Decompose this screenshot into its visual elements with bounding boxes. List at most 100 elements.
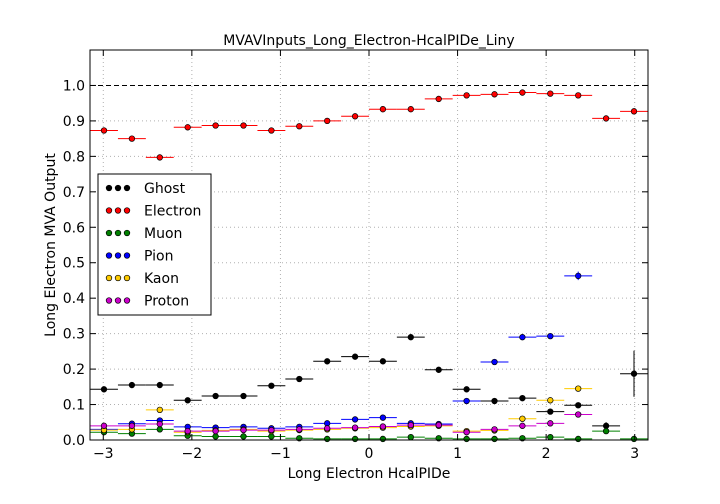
series-proton xyxy=(90,411,593,436)
y-tick-label: 0.8 xyxy=(63,149,85,165)
data-point xyxy=(156,426,163,433)
y-tick-label: 0.2 xyxy=(63,362,85,378)
data-point xyxy=(435,95,442,103)
y-tick-label: 0.4 xyxy=(63,291,85,307)
data-point xyxy=(324,435,331,443)
legend-marker xyxy=(105,252,113,259)
data-point xyxy=(519,89,526,96)
data-point xyxy=(519,395,526,402)
data-point xyxy=(324,358,331,365)
data-point xyxy=(407,434,414,441)
y-tick-label: 0.0 xyxy=(63,433,85,449)
series-electron xyxy=(90,89,648,161)
data-point xyxy=(351,435,359,443)
data-point xyxy=(630,108,638,115)
data-point xyxy=(296,426,303,433)
legend-marker xyxy=(105,274,113,282)
data-point xyxy=(100,127,108,134)
data-point xyxy=(100,422,108,429)
data-point xyxy=(463,429,470,436)
legend-marker xyxy=(114,274,122,282)
x-axis-label: Long Electron HcalPIDe xyxy=(288,466,451,482)
legend-label: Muon xyxy=(144,226,182,242)
data-point xyxy=(463,386,470,393)
data-point xyxy=(268,433,275,440)
y-tick-label: 0.5 xyxy=(63,256,85,272)
y-tick-label: 0.6 xyxy=(63,220,85,236)
data-point xyxy=(240,433,247,440)
legend-label: Kaon xyxy=(144,271,179,287)
data-point xyxy=(435,421,442,429)
y-tick-label: 0.1 xyxy=(63,398,85,414)
data-point xyxy=(379,358,387,365)
data-point xyxy=(212,427,219,435)
legend-marker xyxy=(105,207,113,214)
data-point xyxy=(184,427,191,435)
data-point xyxy=(128,381,136,389)
data-point xyxy=(212,392,219,400)
x-tick-label: 0 xyxy=(365,446,374,462)
data-point xyxy=(575,402,582,409)
legend-marker xyxy=(114,184,122,192)
data-point xyxy=(463,397,470,405)
data-point xyxy=(575,385,582,392)
data-point xyxy=(435,366,442,373)
data-point xyxy=(463,92,470,99)
legend-box xyxy=(97,173,212,316)
data-point xyxy=(184,397,191,404)
x-tick-label: −2 xyxy=(182,446,203,462)
data-point xyxy=(491,358,498,366)
legend-marker xyxy=(105,229,113,237)
legend-marker xyxy=(123,184,131,192)
data-point xyxy=(296,123,303,130)
y-tick-label: 1.0 xyxy=(63,78,85,94)
data-point xyxy=(240,426,247,434)
legend-marker xyxy=(123,274,131,282)
data-point xyxy=(547,420,554,427)
y-tick-label: 0.7 xyxy=(63,185,85,201)
x-tick-label: 1 xyxy=(453,446,462,462)
data-point xyxy=(630,435,638,443)
data-point xyxy=(491,435,498,443)
data-point xyxy=(575,411,582,418)
data-point xyxy=(324,425,331,432)
data-point xyxy=(491,397,498,405)
data-point xyxy=(324,117,331,125)
legend-marker xyxy=(105,184,113,192)
data-point xyxy=(491,91,498,98)
data-point xyxy=(156,154,163,161)
data-point xyxy=(100,386,108,393)
data-point xyxy=(547,397,554,404)
data-point xyxy=(547,408,554,415)
legend-marker xyxy=(123,207,131,214)
legend-marker xyxy=(123,229,131,237)
data-point xyxy=(379,423,387,430)
data-point xyxy=(602,115,610,122)
data-point xyxy=(128,135,136,142)
data-point xyxy=(268,127,275,134)
data-point xyxy=(351,353,359,360)
legend-label: Electron xyxy=(144,204,201,220)
data-point xyxy=(491,426,498,433)
x-tick-label: −1 xyxy=(270,446,291,462)
x-tick-label: 2 xyxy=(542,446,551,462)
data-series xyxy=(90,89,648,443)
data-point xyxy=(128,422,136,429)
data-point xyxy=(268,426,275,434)
data-point xyxy=(156,381,163,389)
data-point xyxy=(240,392,247,400)
data-point xyxy=(519,334,526,341)
data-point xyxy=(630,370,638,377)
data-point xyxy=(379,435,387,443)
legend-marker xyxy=(114,207,122,214)
data-point xyxy=(351,416,359,423)
data-point xyxy=(602,422,610,429)
data-point xyxy=(379,106,387,113)
data-point xyxy=(156,420,163,428)
legend-marker xyxy=(123,297,131,304)
data-point xyxy=(463,435,470,443)
data-point xyxy=(547,332,554,340)
data-point xyxy=(575,435,582,443)
legend-marker xyxy=(123,252,131,259)
legend-label: Proton xyxy=(144,294,189,310)
